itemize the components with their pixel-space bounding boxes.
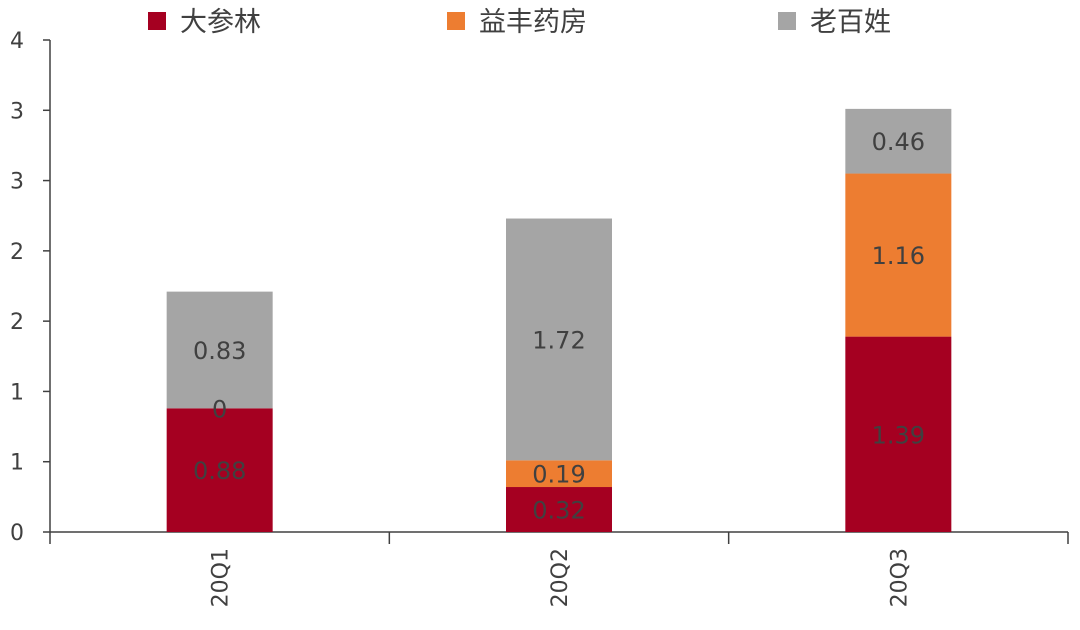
data-labels: 0.88 0 0.83 0.32 0.19 1.72 1.39 1.16 0.46 xyxy=(193,128,925,524)
y-tick-label: 1 xyxy=(10,451,24,476)
legend-swatch xyxy=(148,12,166,30)
data-label: 1.72 xyxy=(532,326,585,354)
data-label: 0.32 xyxy=(532,497,585,525)
bar-segment xyxy=(506,460,612,488)
bar-segment xyxy=(506,487,612,532)
y-tick-label: 2 xyxy=(10,310,24,335)
x-category-label: 20Q2 xyxy=(548,548,573,607)
y-tick-label: 4 xyxy=(10,29,24,54)
data-label: 1.16 xyxy=(872,242,925,270)
legend-swatch xyxy=(447,12,465,30)
legend: 大参林 益丰药房 老百姓 xyxy=(148,7,891,38)
bars xyxy=(166,108,952,532)
data-label: 0.46 xyxy=(872,128,925,156)
legend-label: 大参林 xyxy=(180,7,261,38)
bar-segment xyxy=(166,291,273,409)
data-label: 0 xyxy=(212,395,227,423)
bar-segment xyxy=(845,336,952,532)
y-tick-label: 3 xyxy=(10,170,24,195)
legend-swatch xyxy=(778,12,796,30)
data-label: 0.19 xyxy=(532,461,585,489)
x-category-label: 20Q1 xyxy=(209,548,234,607)
legend-label: 老百姓 xyxy=(810,7,891,38)
data-label: 0.88 xyxy=(193,457,246,485)
bar-segment xyxy=(845,173,952,337)
bar-segment xyxy=(506,218,612,461)
y-tick-label: 3 xyxy=(10,99,24,124)
y-tick-label: 2 xyxy=(10,240,24,265)
bar-segment xyxy=(166,408,273,532)
data-label: 0.83 xyxy=(193,337,246,365)
x-category-label: 20Q3 xyxy=(887,548,912,607)
y-tick-label: 0 xyxy=(10,521,24,546)
legend-label: 益丰药房 xyxy=(479,7,587,38)
y-tick-label: 1 xyxy=(10,380,24,405)
data-label: 1.39 xyxy=(872,421,925,449)
bar-segment xyxy=(845,108,952,174)
